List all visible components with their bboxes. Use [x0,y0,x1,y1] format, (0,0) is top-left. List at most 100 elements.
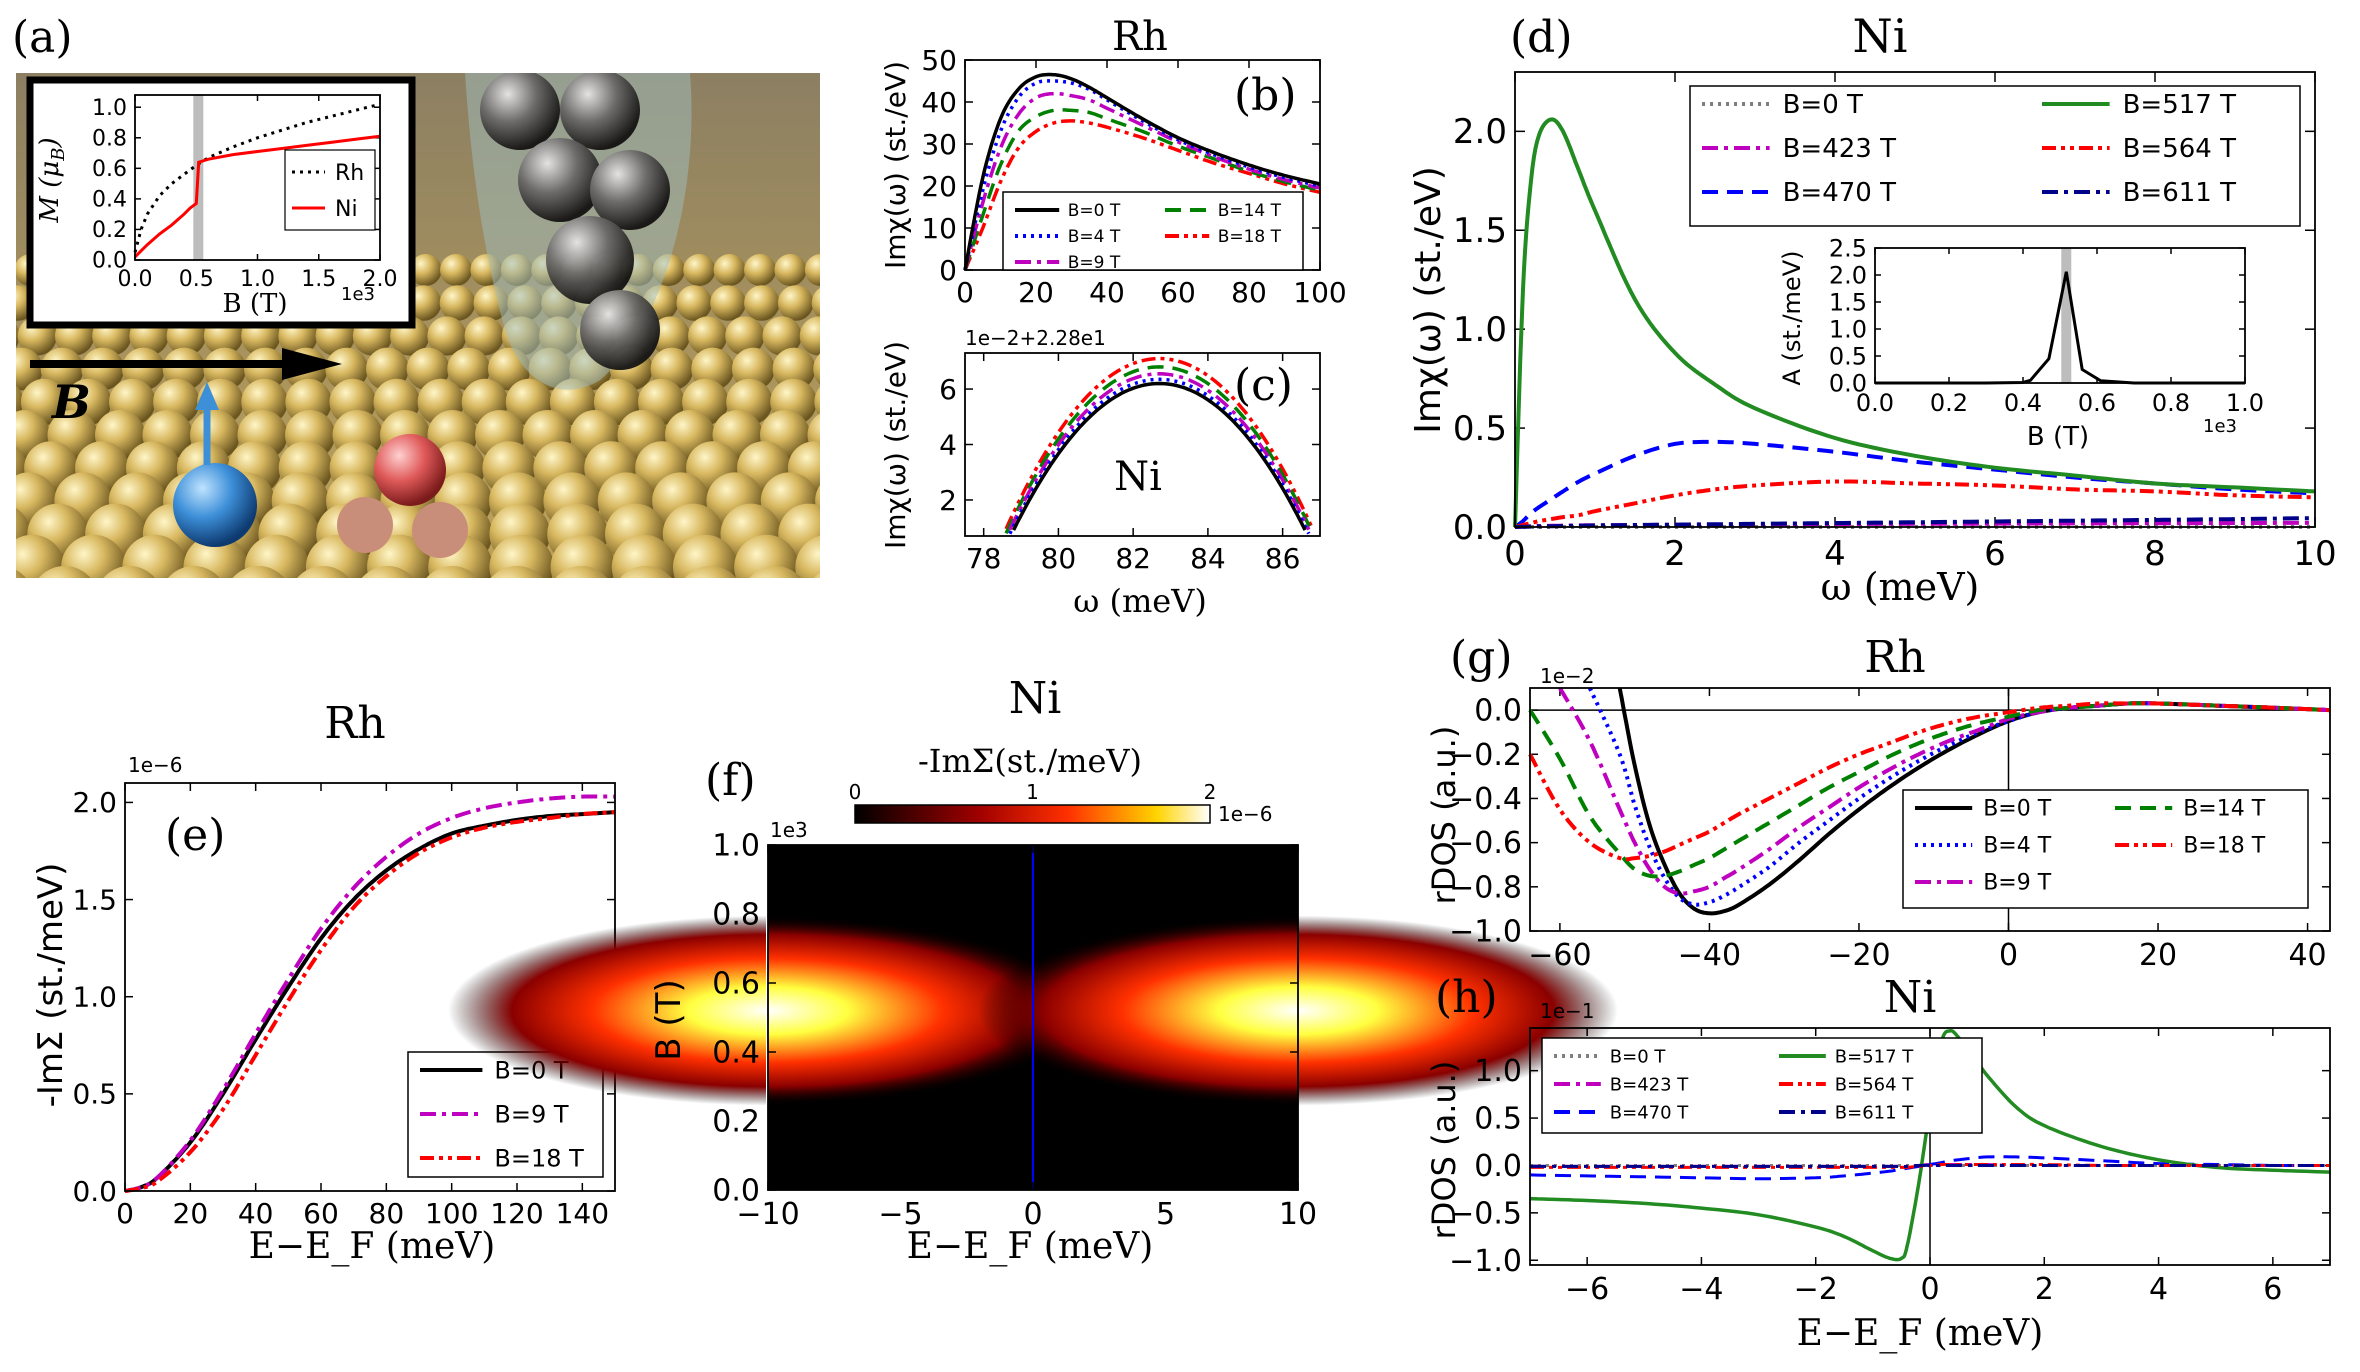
a-inset-ylabel-main: M (μ [35,161,65,224]
gold-atom [1140,410,1190,460]
gold-atom [978,472,1035,529]
a-inset-legend-label: Ni [335,197,358,222]
a-inset-xtick-label: 2.0 [363,267,398,292]
f-ytick-label: 0.0 [712,1174,760,1209]
g-ytick-label: −1.0 [1449,915,1522,950]
e-legend-label: B=18 T [494,1144,584,1172]
b-xtick-label: 0 [956,276,974,309]
h-xtick-label: 6 [2263,1272,2282,1307]
h-ytick-label: −1.0 [1449,1244,1522,1279]
panel-g-title: Rh [1864,632,1925,683]
e-xtick-label: 100 [425,1197,478,1230]
gold-atom [440,254,472,286]
e-legend-label: B=9 T [494,1100,568,1128]
a-inset-ytick-label: 0.0 [92,249,127,274]
panel-e-title: Rh [324,698,385,749]
f-xlabel: E−E_F (meV) [907,1226,1154,1267]
d-inset-ytick-label: 2.0 [1829,261,1867,289]
panel-b: (b) Rh 0 20 40 60 80 100 0 10 20 30 40 50 B=0 T B=14 … [879,14,1347,309]
d-inset-xscale: 1e3 [2203,416,2237,437]
gold-atom [409,254,442,286]
gold-atom [837,316,876,355]
f-frame [767,844,1299,1191]
b-legend-frame [1002,191,1304,271]
d-inset-frame [1874,247,2246,384]
gold-atom [490,566,543,578]
g-legend-label: B=14 T [2183,797,2266,822]
panel-g-plot: −60 −40 −20 0 20 40 0.0 −0.2 −0.4 −0.6 −0.8 −1.0 1e−… [1425,664,2331,973]
c-line-B=4 T [1008,377,1311,535]
panel-d-title: Ni [1853,9,1908,63]
b-ylabel: Imχ(ω) (st./eV) [879,61,912,269]
a-inset-legend-label: Rh [335,161,364,186]
b-legend-label: B=0 T [1068,201,1121,221]
gold-atom [38,566,91,578]
gold-atom [1576,472,1633,529]
c-ytick-label: 6 [939,373,957,406]
gold-atom [744,285,780,321]
field-label: B [50,375,91,429]
gold-atom [749,566,802,578]
h-legend-label: B=0 T [1610,1046,1667,1067]
f-colorbar-tick: 1 [1026,780,1039,804]
h-legend-label: B=470 T [1610,1102,1690,1123]
gold-atom [814,386,820,418]
a-inset-xscale: 1e3 [341,284,375,305]
gold-atom [243,347,287,391]
b-ytick-label: 40 [921,86,957,119]
g-xtick-label: −40 [1678,938,1741,973]
d-legend-label: B=470 T [1783,178,1897,208]
gold-atom [846,285,882,321]
g-legend-label: B=9 T [1983,871,2052,896]
substrate-atom [337,497,393,553]
gold-atom [762,316,802,356]
h-xlabel: E−E_F (meV) [1797,1313,2044,1354]
panel-a-label: (a) [12,12,73,63]
c-line-B=14 T [1004,365,1315,535]
c-ytick-label: 4 [939,428,957,461]
a-inset-frame [134,94,381,261]
gold-atom [1346,535,1410,599]
h-legend-label: B=517 T [1835,1046,1915,1067]
g-xtick-label: −20 [1827,938,1890,973]
f-ylabel: B (T) [649,979,689,1060]
a-inset-xtick-label: 0.5 [179,267,214,292]
h-ylabel: rDOS (a.u.) [1425,1061,1463,1240]
b-legend-label: B=4 T [1068,227,1121,247]
gold-atom [16,347,43,391]
d-legend-label: B=423 T [1783,134,1897,164]
gold-atom [1017,348,1060,391]
c-xtick-label: 84 [1190,542,1226,575]
e-ytick-label: 1.0 [72,981,117,1014]
d-inset-ytick-label: 2.5 [1829,234,1867,262]
gold-atom [676,285,712,321]
gold-atom [1530,535,1594,599]
d-inset-xtick-label: 0.8 [2152,389,2190,417]
gold-atom [650,316,690,356]
panel-h-title: Ni [1884,972,1937,1023]
d-inset-xlabel: B (T) [2027,422,2089,452]
d-line-B=517 T [1513,117,2316,528]
c-line-B=18 T [1004,356,1315,530]
a-inset-ytick-label: 0.6 [92,157,127,182]
gold-atom [684,566,737,578]
d-xtick-label: 10 [2293,534,2336,574]
panel-a-inset: 0.0 0.5 1.0 1.5 2.00.00.20.40.60.81.0M (μB)B… [35,94,398,319]
d-ytick-label: 0.5 [1453,409,1507,449]
g-ytick-label: −0.4 [1449,782,1522,817]
c-xtick-label: 86 [1265,542,1301,575]
panel-f-title: Ni [1009,673,1062,724]
panel-c-plot: 78 80 82 84 86 2 4 6 1e−2+2.28e1 Imχ(ω) (st./eV) ω… [879,326,1321,620]
a-inset-line-Ni [133,134,381,258]
f-clip-left [766,845,768,1190]
panel-a: (a) B 0.0 0.5 1.0 1.5 2.00. [12,12,1633,599]
d-inset-xtick-label: 1.0 [2226,389,2264,417]
g-line-B=9 T [1558,686,2331,896]
c-xlabel: ω (meV) [1073,582,1207,620]
d-legend-frame [1689,85,2301,227]
field-arrowhead-icon [282,348,342,380]
gold-atom [1330,410,1380,460]
gold-atom [1093,410,1143,460]
